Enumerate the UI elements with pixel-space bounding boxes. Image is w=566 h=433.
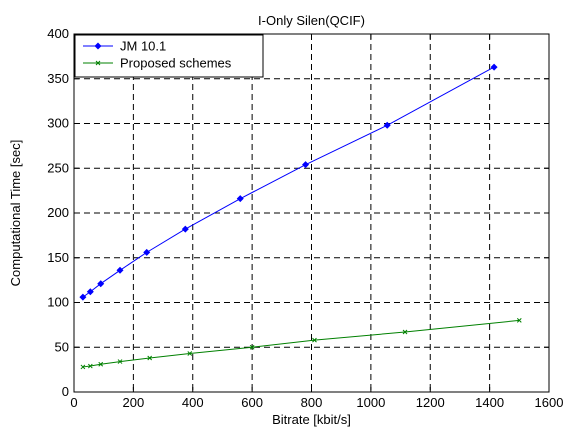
legend-entries: JM 10.1 Proposed schemes <box>83 39 232 71</box>
data-point <box>87 363 93 369</box>
data-point <box>302 161 310 169</box>
y-tick-label: 0 <box>62 384 69 399</box>
data-point <box>236 195 244 203</box>
data-point <box>187 351 193 356</box>
series-line <box>82 319 520 368</box>
x-tick-label: 0 <box>70 395 77 410</box>
x-tick-label: 1000 <box>356 395 385 410</box>
y-tick-label: 300 <box>47 116 69 131</box>
y-tick-label: 400 <box>47 26 69 41</box>
y-tick-label: 50 <box>55 339 69 354</box>
data-point <box>80 364 86 370</box>
x-tick-label: 1400 <box>475 395 504 410</box>
legend-marker <box>94 42 102 50</box>
data-point <box>383 121 391 129</box>
legend-entry: Proposed schemes <box>83 56 232 71</box>
data-point <box>181 225 189 233</box>
data-point <box>312 337 317 343</box>
y-tick-label: 100 <box>47 295 69 310</box>
legend-box <box>74 34 264 78</box>
series-2 <box>80 318 522 370</box>
data-point <box>402 329 408 335</box>
data-point <box>117 359 123 364</box>
chart-title: I-Only Silen(QCIF) <box>258 13 365 28</box>
x-axis-label: Bitrate [kbit/s] <box>272 412 351 427</box>
ticks: 0 200 400 600 800 1000 1200 1400 1600 0 50 100 150 20… <box>47 26 563 410</box>
data-point <box>490 63 498 71</box>
series-layer <box>79 63 522 370</box>
data-point <box>86 288 94 296</box>
series-line <box>82 66 495 298</box>
data-point <box>98 361 104 367</box>
series-1 <box>79 63 498 301</box>
data-point <box>79 293 87 301</box>
x-tick-label: 200 <box>123 395 145 410</box>
data-point <box>116 266 124 274</box>
y-tick-label: 150 <box>47 250 69 265</box>
y-tick-label: 350 <box>47 71 69 86</box>
x-tick-label: 1200 <box>416 395 445 410</box>
legend-marker <box>95 60 101 66</box>
x-tick-label: 600 <box>241 395 263 410</box>
y-axis-label: Computational Time [sec] <box>8 140 23 287</box>
legend-label: JM 10.1 <box>120 39 166 54</box>
data-point <box>249 344 255 350</box>
x-tick-label: 400 <box>182 395 204 410</box>
legend-label: Proposed schemes <box>120 56 232 71</box>
y-tick-label: 250 <box>47 160 69 175</box>
legend: JM 10.1 Proposed schemes <box>74 34 264 78</box>
data-point <box>516 318 522 323</box>
x-tick-label: 1600 <box>535 395 564 410</box>
data-point <box>147 355 153 361</box>
legend-entry: JM 10.1 <box>83 39 166 54</box>
y-tick-label: 200 <box>47 205 69 220</box>
data-point <box>143 248 151 256</box>
x-tick-label: 800 <box>301 395 323 410</box>
grid <box>74 34 549 392</box>
data-point <box>97 280 105 288</box>
